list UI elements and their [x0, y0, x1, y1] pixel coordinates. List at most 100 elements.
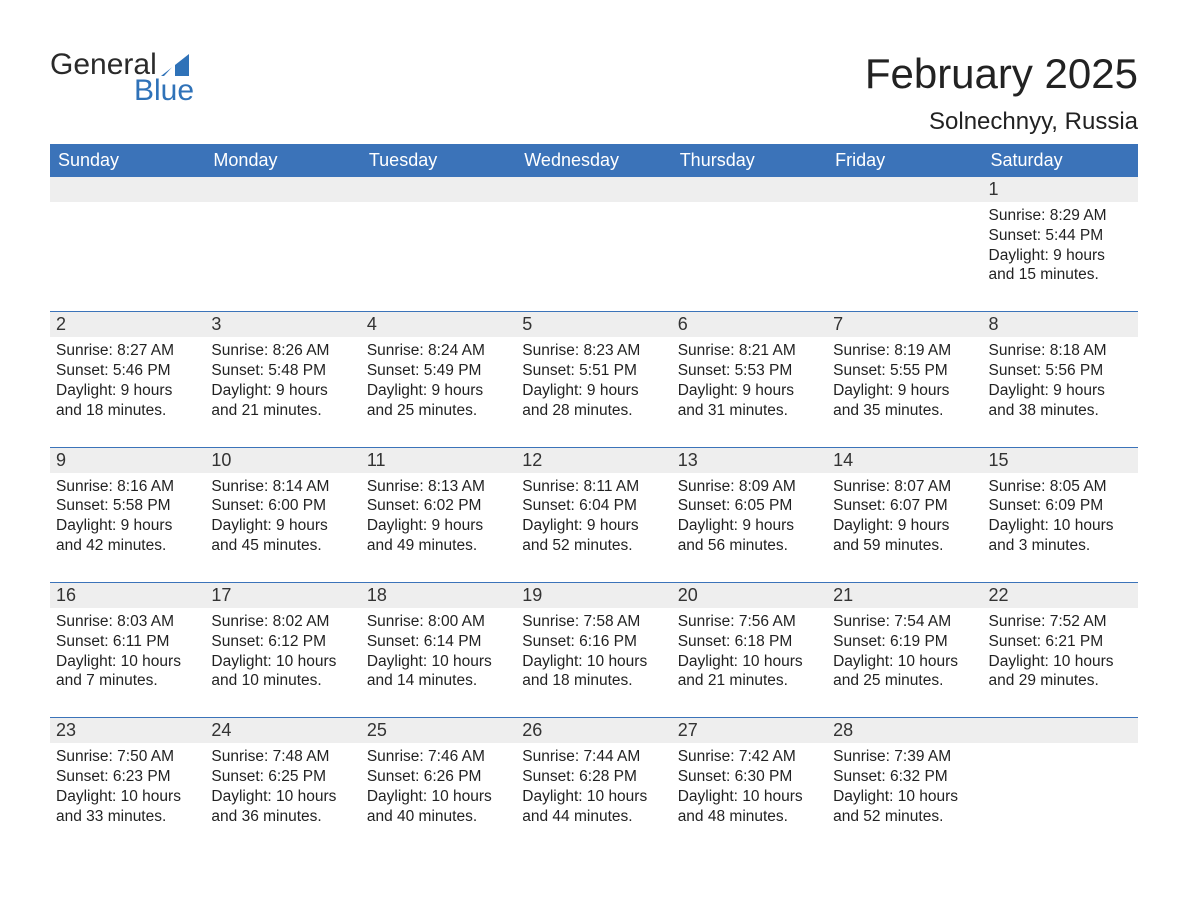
day-number: 7 — [833, 314, 843, 334]
day-number-cell: 27 — [672, 718, 827, 743]
day-number-cell: 3 — [205, 312, 360, 337]
sunset-line: Sunset: 6:11 PM — [56, 632, 199, 652]
sunrise-line: Sunrise: 8:14 AM — [211, 477, 354, 497]
title-block: February 2025 Solnechnyy, Russia — [865, 50, 1138, 136]
daylight-line-prefix: Daylight: — [522, 653, 587, 670]
sunset-line-value: 5:58 PM — [113, 497, 171, 514]
sunset-line-value: 6:28 PM — [579, 768, 637, 785]
daylight-line-prefix: Daylight: — [833, 517, 898, 534]
day-number-cell: 11 — [361, 448, 516, 473]
sunset-line-value: 6:19 PM — [890, 633, 948, 650]
sunset-line-value: 5:46 PM — [113, 362, 171, 379]
day-number-cell — [672, 177, 827, 202]
day-detail-cell: Sunrise: 7:44 AMSunset: 6:28 PMDaylight:… — [516, 743, 671, 836]
sunrise-line-value: 7:54 AM — [894, 613, 951, 630]
sunset-line-prefix: Sunset: — [56, 768, 113, 785]
day-detail-cell — [983, 743, 1138, 836]
day-number-row: 9101112131415 — [50, 448, 1138, 473]
daylight-line-prefix: Daylight: — [833, 653, 898, 670]
sunset-line-prefix: Sunset: — [56, 497, 113, 514]
sunrise-line: Sunrise: 7:39 AM — [833, 747, 976, 767]
calendar-body: 1 Sunrise: 8:29 AMSunset: 5:44 PMDaylight… — [50, 177, 1138, 837]
day-number-cell: 25 — [361, 718, 516, 743]
sunset-line-value: 6:00 PM — [268, 497, 326, 514]
sunrise-line-prefix: Sunrise: — [211, 748, 272, 765]
sunset-line-prefix: Sunset: — [678, 497, 735, 514]
brand-logo: General Blue — [50, 50, 194, 106]
day-number: 28 — [833, 720, 853, 740]
daylight-line: Daylight: 9 hours and 35 minutes. — [833, 381, 976, 421]
daylight-line-prefix: Daylight: — [522, 382, 587, 399]
sunset-line: Sunset: 6:16 PM — [522, 632, 665, 652]
sunrise-line-prefix: Sunrise: — [833, 478, 894, 495]
day-number-cell: 8 — [983, 312, 1138, 337]
sunrise-line-prefix: Sunrise: — [211, 342, 272, 359]
day-number: 26 — [522, 720, 542, 740]
daylight-line: Daylight: 10 hours and 18 minutes. — [522, 652, 665, 692]
sunrise-line-value: 8:07 AM — [894, 478, 951, 495]
sunrise-line-value: 8:09 AM — [739, 478, 796, 495]
month-title: February 2025 — [865, 50, 1138, 98]
sunset-line: Sunset: 6:00 PM — [211, 496, 354, 516]
sunrise-line-value: 7:52 AM — [1050, 613, 1107, 630]
day-number: 27 — [678, 720, 698, 740]
sunrise-line-prefix: Sunrise: — [367, 342, 428, 359]
sunrise-line: Sunrise: 7:42 AM — [678, 747, 821, 767]
sunrise-line-value: 7:56 AM — [739, 613, 796, 630]
sunset-line-prefix: Sunset: — [833, 362, 890, 379]
day-detail-cell: Sunrise: 8:02 AMSunset: 6:12 PMDaylight:… — [205, 608, 360, 718]
day-detail-cell: Sunrise: 8:29 AMSunset: 5:44 PMDaylight:… — [983, 202, 1138, 312]
sunset-line-value: 6:02 PM — [424, 497, 482, 514]
day-number-cell — [827, 177, 982, 202]
day-number: 3 — [211, 314, 221, 334]
day-detail-cell — [50, 202, 205, 312]
daylight-line: Daylight: 10 hours and 36 minutes. — [211, 787, 354, 827]
sunrise-line: Sunrise: 8:19 AM — [833, 341, 976, 361]
sunrise-line-prefix: Sunrise: — [56, 748, 117, 765]
daylight-line: Daylight: 10 hours and 44 minutes. — [522, 787, 665, 827]
sunrise-line-prefix: Sunrise: — [522, 748, 583, 765]
day-detail-row: Sunrise: 8:16 AMSunset: 5:58 PMDaylight:… — [50, 473, 1138, 583]
day-number: 6 — [678, 314, 688, 334]
day-number-cell: 9 — [50, 448, 205, 473]
day-detail-row: Sunrise: 7:50 AMSunset: 6:23 PMDaylight:… — [50, 743, 1138, 836]
sunrise-line-prefix: Sunrise: — [211, 478, 272, 495]
sunrise-line: Sunrise: 8:23 AM — [522, 341, 665, 361]
daylight-line-prefix: Daylight: — [211, 653, 276, 670]
daylight-line: Daylight: 10 hours and 21 minutes. — [678, 652, 821, 692]
day-detail-cell: Sunrise: 8:00 AMSunset: 6:14 PMDaylight:… — [361, 608, 516, 718]
sunset-line-prefix: Sunset: — [211, 768, 268, 785]
day-number-row: 1 — [50, 177, 1138, 202]
weekday-header: Monday — [205, 144, 360, 177]
daylight-line-prefix: Daylight: — [678, 382, 743, 399]
day-detail-row: Sunrise: 8:29 AMSunset: 5:44 PMDaylight:… — [50, 202, 1138, 312]
sunset-line-prefix: Sunset: — [989, 227, 1046, 244]
day-number-cell: 15 — [983, 448, 1138, 473]
day-number-cell — [205, 177, 360, 202]
day-number: 15 — [989, 450, 1009, 470]
daylight-line: Daylight: 9 hours and 59 minutes. — [833, 516, 976, 556]
day-number: 1 — [989, 179, 999, 199]
day-number-cell: 2 — [50, 312, 205, 337]
daylight-line-prefix: Daylight: — [56, 517, 121, 534]
day-detail-cell — [516, 202, 671, 312]
sunrise-line: Sunrise: 8:24 AM — [367, 341, 510, 361]
day-number: 14 — [833, 450, 853, 470]
sunset-line: Sunset: 6:02 PM — [367, 496, 510, 516]
day-number: 11 — [367, 450, 386, 470]
sunrise-line-prefix: Sunrise: — [989, 478, 1050, 495]
sunrise-line: Sunrise: 8:27 AM — [56, 341, 199, 361]
daylight-line-prefix: Daylight: — [211, 788, 276, 805]
sunset-line: Sunset: 6:18 PM — [678, 632, 821, 652]
day-detail-cell: Sunrise: 8:27 AMSunset: 5:46 PMDaylight:… — [50, 337, 205, 447]
weekday-header: Wednesday — [516, 144, 671, 177]
sunset-line: Sunset: 5:46 PM — [56, 361, 199, 381]
day-number-cell: 5 — [516, 312, 671, 337]
day-number: 25 — [367, 720, 387, 740]
weekday-header: Tuesday — [361, 144, 516, 177]
daylight-line: Daylight: 9 hours and 15 minutes. — [989, 246, 1132, 286]
daylight-line-prefix: Daylight: — [833, 382, 898, 399]
sunrise-line: Sunrise: 7:56 AM — [678, 612, 821, 632]
sunset-line-value: 6:14 PM — [424, 633, 482, 650]
sunset-line-prefix: Sunset: — [367, 362, 424, 379]
